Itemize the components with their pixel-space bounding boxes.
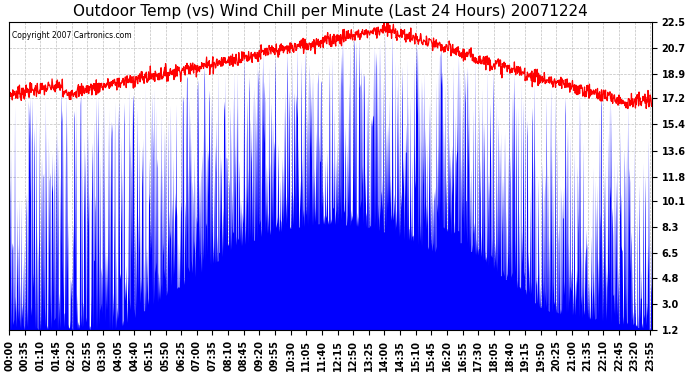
Text: Copyright 2007 Cartronics.com: Copyright 2007 Cartronics.com	[12, 31, 132, 40]
Title: Outdoor Temp (vs) Wind Chill per Minute (Last 24 Hours) 20071224: Outdoor Temp (vs) Wind Chill per Minute …	[73, 4, 588, 19]
